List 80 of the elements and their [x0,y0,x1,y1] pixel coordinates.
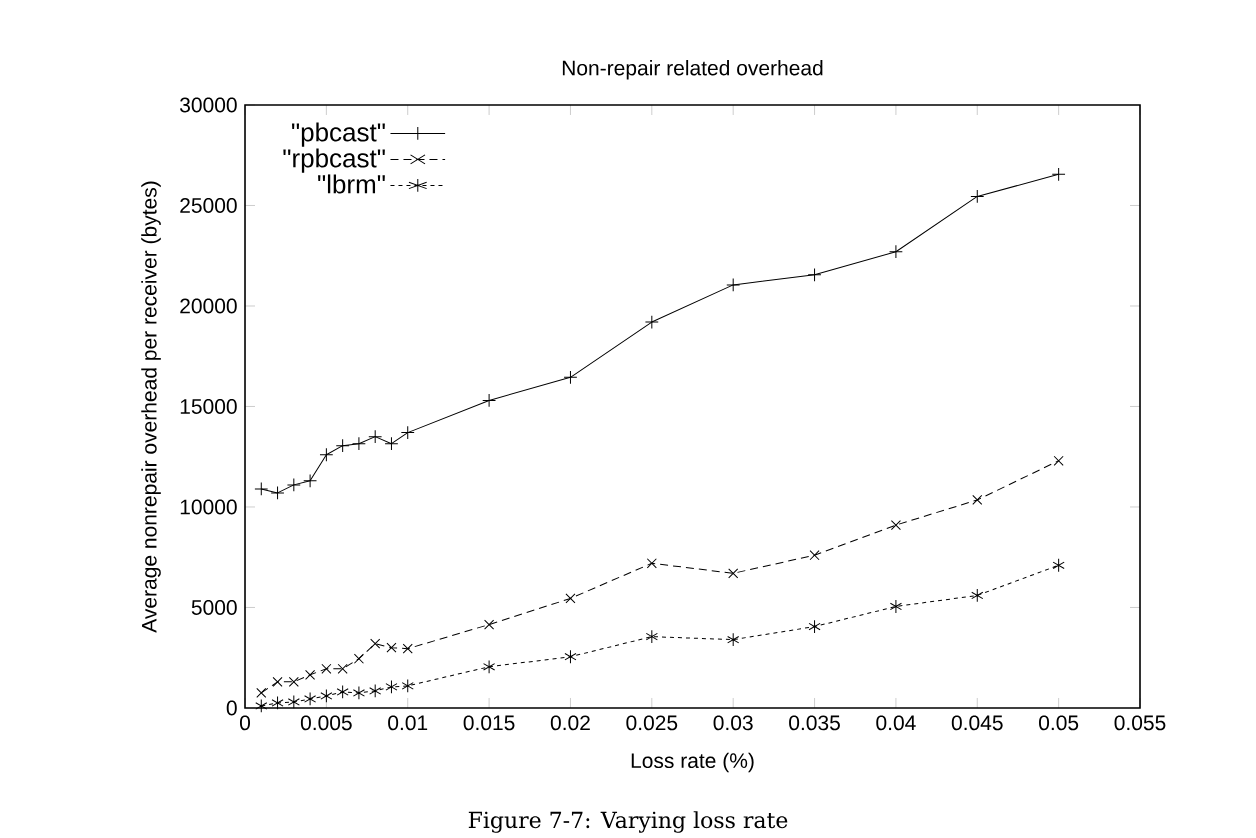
point [400,425,415,440]
point [335,438,350,453]
x-tick-label: 0.01 [388,715,428,731]
point [727,632,740,647]
x-axis-title: Loss rate (%) [631,752,754,773]
point [972,494,983,505]
legend-label: "rpbcast" [283,148,385,173]
legend-label: "lbrm" [318,174,385,194]
x-tick-label: 0 [239,715,251,731]
point [1052,558,1065,573]
y-axis-title: Average nonrepair overhead per receiver (bytes) [141,181,161,633]
x-tick-label: 0.04 [876,715,916,731]
point [368,429,383,444]
point [304,692,317,706]
y-tick-label: 15000 [180,399,237,414]
point [565,593,576,604]
y-tick-label: 0 [226,700,237,716]
x-tick-label: 0.02 [550,715,590,731]
point [337,663,348,674]
point [726,277,741,292]
y-tick-label: 5000 [191,600,237,615]
point [1053,455,1064,466]
point [369,684,382,698]
point [482,393,496,408]
x-tick-label: 0.015 [463,715,515,731]
point [303,473,317,488]
x-tick-label: 0.055 [1114,715,1166,731]
point [889,244,903,259]
point [808,619,821,634]
point [807,267,822,282]
y-tick-label: 30000 [180,97,237,113]
legend-label: "pbcast" [292,122,385,147]
point [386,642,397,653]
point [402,643,413,654]
point [401,678,414,693]
point [320,689,333,703]
point [336,685,349,699]
caption: Figure 7-7: Varying loss rate [468,811,788,833]
point [645,629,658,644]
point [272,676,283,687]
point [288,676,299,687]
point [385,679,398,694]
chart-title: Non-repair related overhead [562,60,823,80]
y-tick-label: 10000 [180,499,237,515]
point [889,599,902,614]
point [254,481,269,496]
point [971,588,984,603]
point [287,695,300,709]
point [321,663,332,674]
point [646,558,657,569]
x-tick-label: 0.005 [300,715,352,731]
point [305,669,316,680]
point [286,477,301,492]
point [352,686,365,700]
x-tick-label: 0.035 [789,715,840,731]
point [256,687,267,698]
y-tick-label: 20000 [180,298,237,314]
x-tick-label: 0.05 [1039,715,1079,731]
x-tick-label: 0.025 [626,715,678,731]
point [890,520,901,531]
point [271,696,284,710]
point [484,619,495,630]
point [353,653,364,664]
point [564,649,577,664]
point [270,486,285,500]
point [728,568,739,579]
point [370,638,381,649]
point [970,189,985,204]
point [384,436,399,451]
point [1051,167,1066,182]
y-tick-label: 25000 [180,198,237,213]
point [352,436,366,451]
point [809,550,820,561]
x-tick-label: 0.045 [951,715,1003,731]
point [319,447,334,462]
point [563,370,578,385]
point [255,699,268,713]
x-tick-label: 0.03 [713,715,753,731]
point [483,659,496,674]
point [644,315,659,329]
